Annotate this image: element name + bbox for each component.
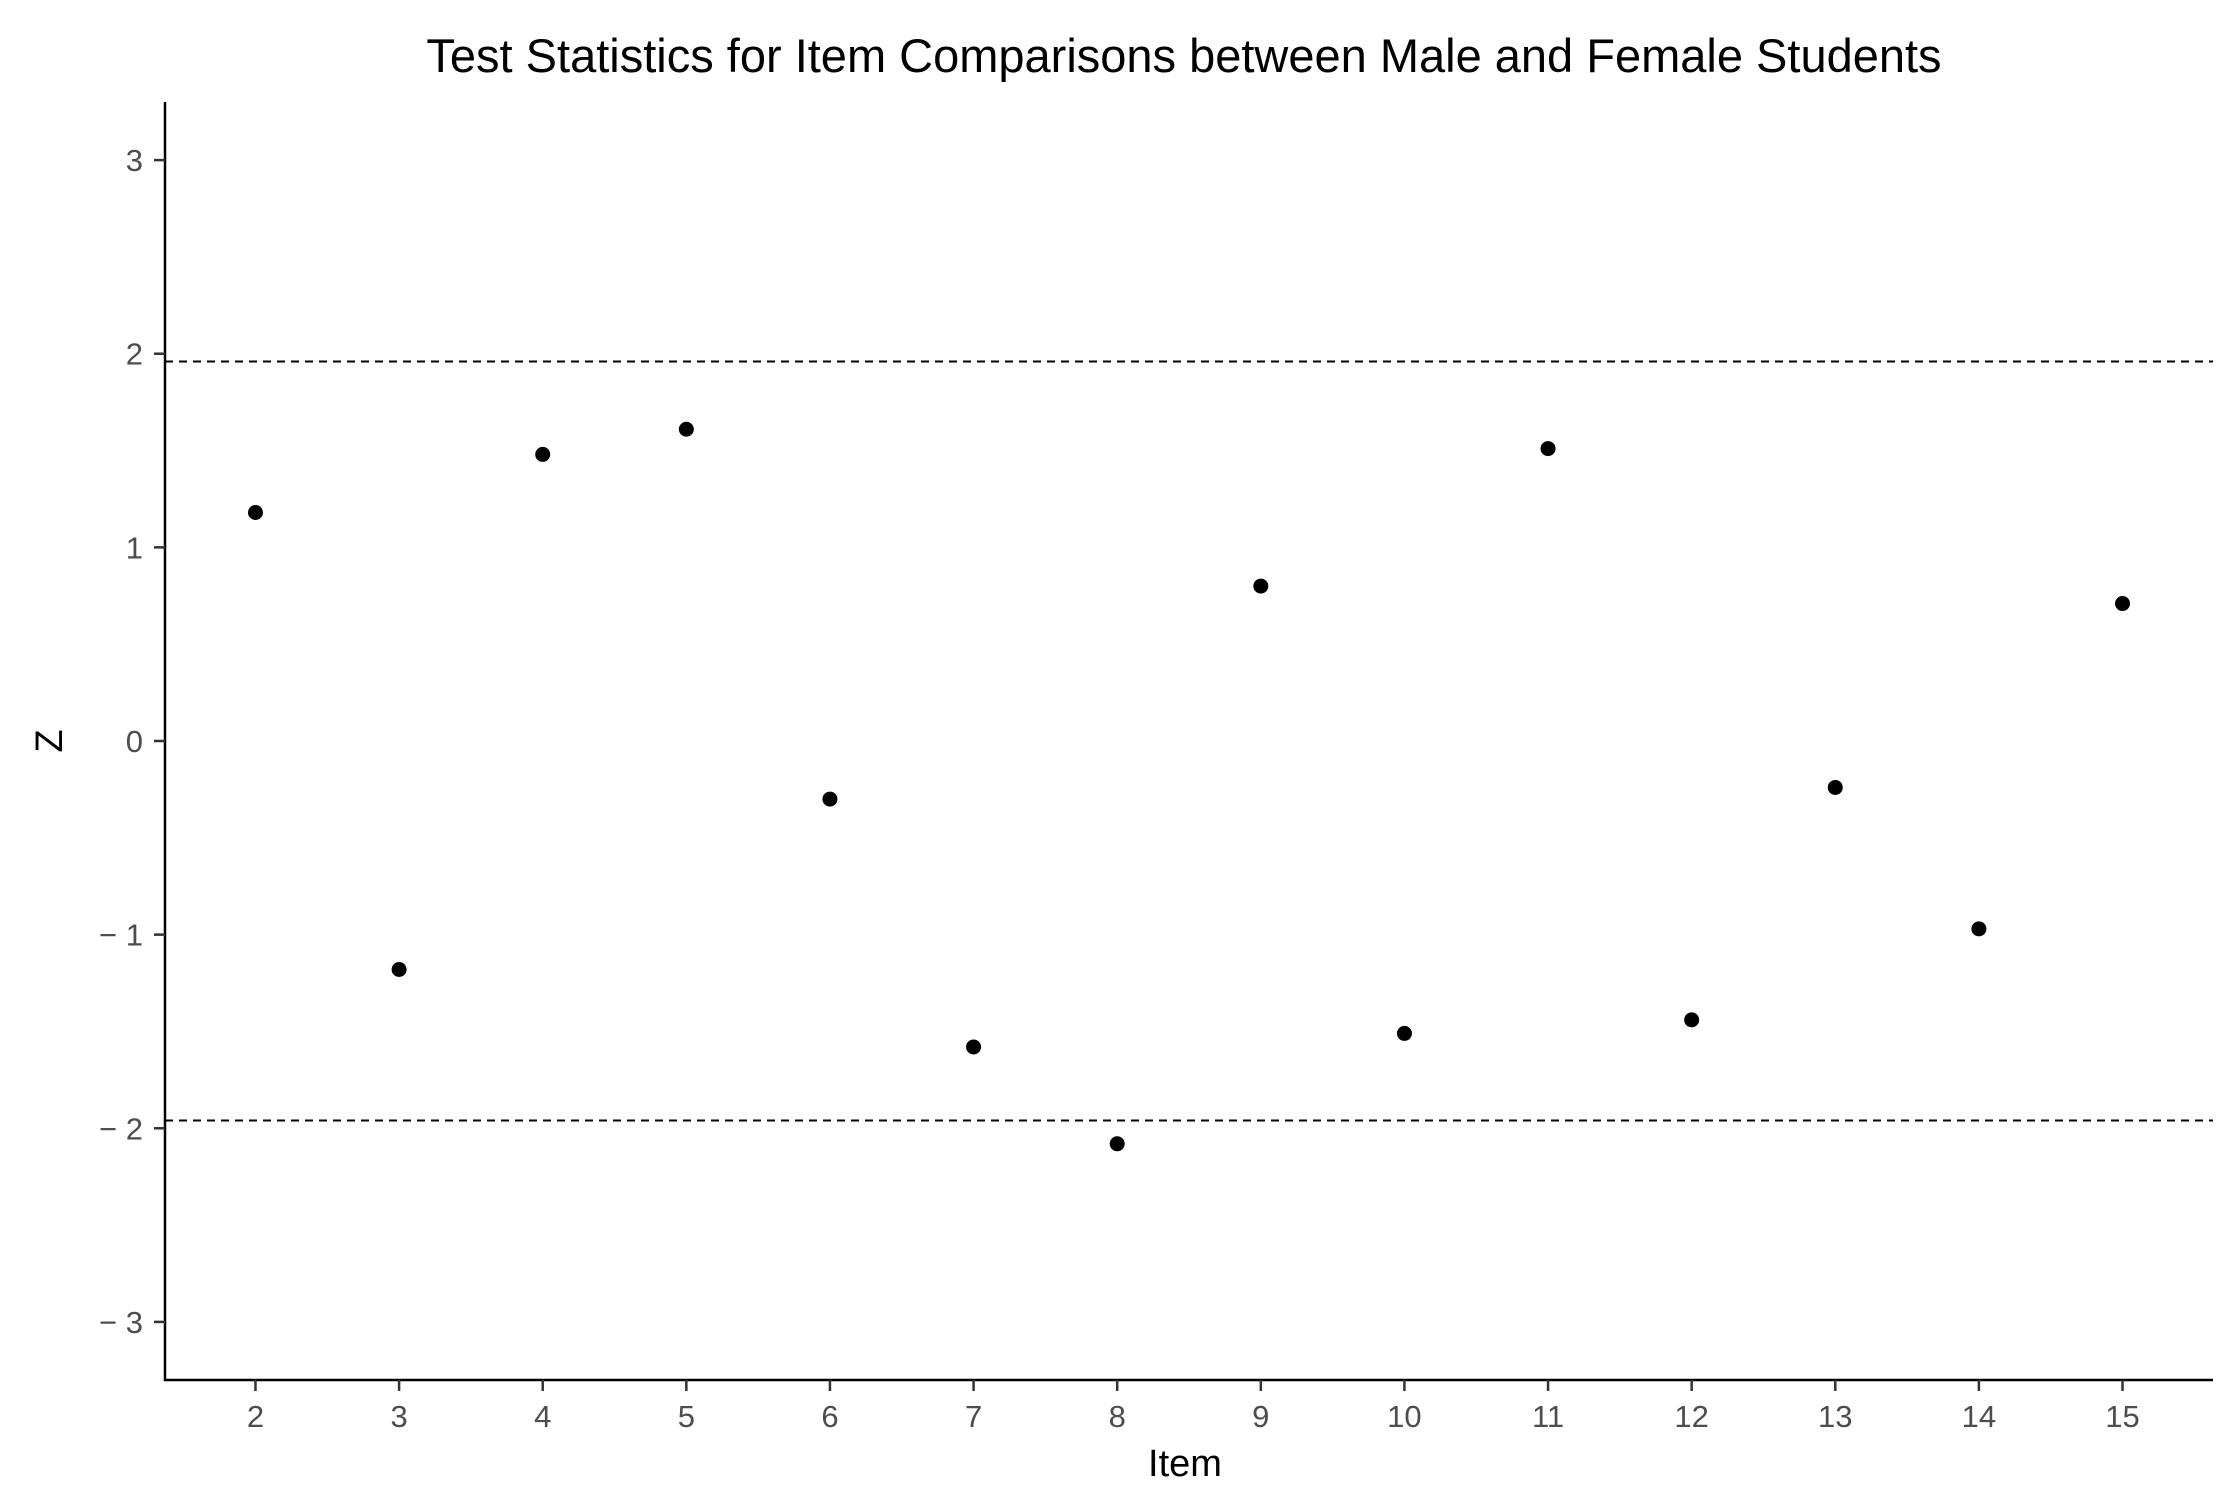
- reference-lines: [165, 360, 2213, 1122]
- data-point: [247, 505, 263, 521]
- data-point: [1109, 1136, 1125, 1152]
- x-axis-ticks: 2 3 4 5 6 7 8 9 10 11 12 13 14 15: [247, 1380, 2140, 1434]
- x-tick-label: 4: [534, 1399, 551, 1434]
- axes: [163, 102, 2213, 1382]
- data-point: [822, 791, 838, 807]
- y-tick-label: − 2: [99, 1111, 143, 1146]
- x-tick-label: 2: [247, 1399, 264, 1434]
- y-tick-label: 0: [126, 724, 143, 759]
- x-tick-label: 9: [1252, 1399, 1269, 1434]
- data-point: [1253, 578, 1269, 594]
- data-point: [1396, 1025, 1412, 1041]
- x-tick-label: 11: [1532, 1399, 1564, 1434]
- data-point: [1684, 1012, 1700, 1028]
- x-tick-label: 12: [1674, 1399, 1708, 1434]
- chart-title: Test Statistics for Item Comparisons bet…: [426, 29, 1941, 82]
- data-point: [391, 961, 407, 977]
- y-tick-label: − 1: [99, 918, 143, 953]
- y-tick-label: 2: [126, 337, 143, 372]
- x-tick-label: 3: [390, 1399, 407, 1434]
- x-tick-label: 14: [1962, 1399, 1996, 1434]
- data-point: [1540, 441, 1556, 457]
- x-tick-label: 10: [1387, 1399, 1421, 1434]
- data-point: [1971, 921, 1987, 937]
- x-tick-label: 7: [965, 1399, 982, 1434]
- x-tick-label: 15: [2105, 1399, 2139, 1434]
- data-points: [247, 421, 2131, 1152]
- data-point: [1827, 779, 1843, 795]
- x-tick-label: 6: [821, 1399, 838, 1434]
- data-point: [2115, 596, 2131, 612]
- y-axis-title: Z: [29, 729, 71, 752]
- x-tick-label: 5: [678, 1399, 695, 1434]
- x-tick-label: 8: [1109, 1399, 1126, 1434]
- y-tick-label: 3: [126, 143, 143, 178]
- x-axis-title: Item: [1148, 1443, 1222, 1485]
- y-tick-label: 1: [126, 530, 143, 565]
- x-tick-label: 13: [1818, 1399, 1852, 1434]
- data-point: [535, 446, 551, 462]
- data-point: [678, 421, 694, 437]
- y-axis-ticks: 3 2 1 0 − 1 − 2 − 3: [99, 143, 165, 1340]
- data-point: [966, 1039, 982, 1055]
- y-tick-label: − 3: [99, 1305, 143, 1340]
